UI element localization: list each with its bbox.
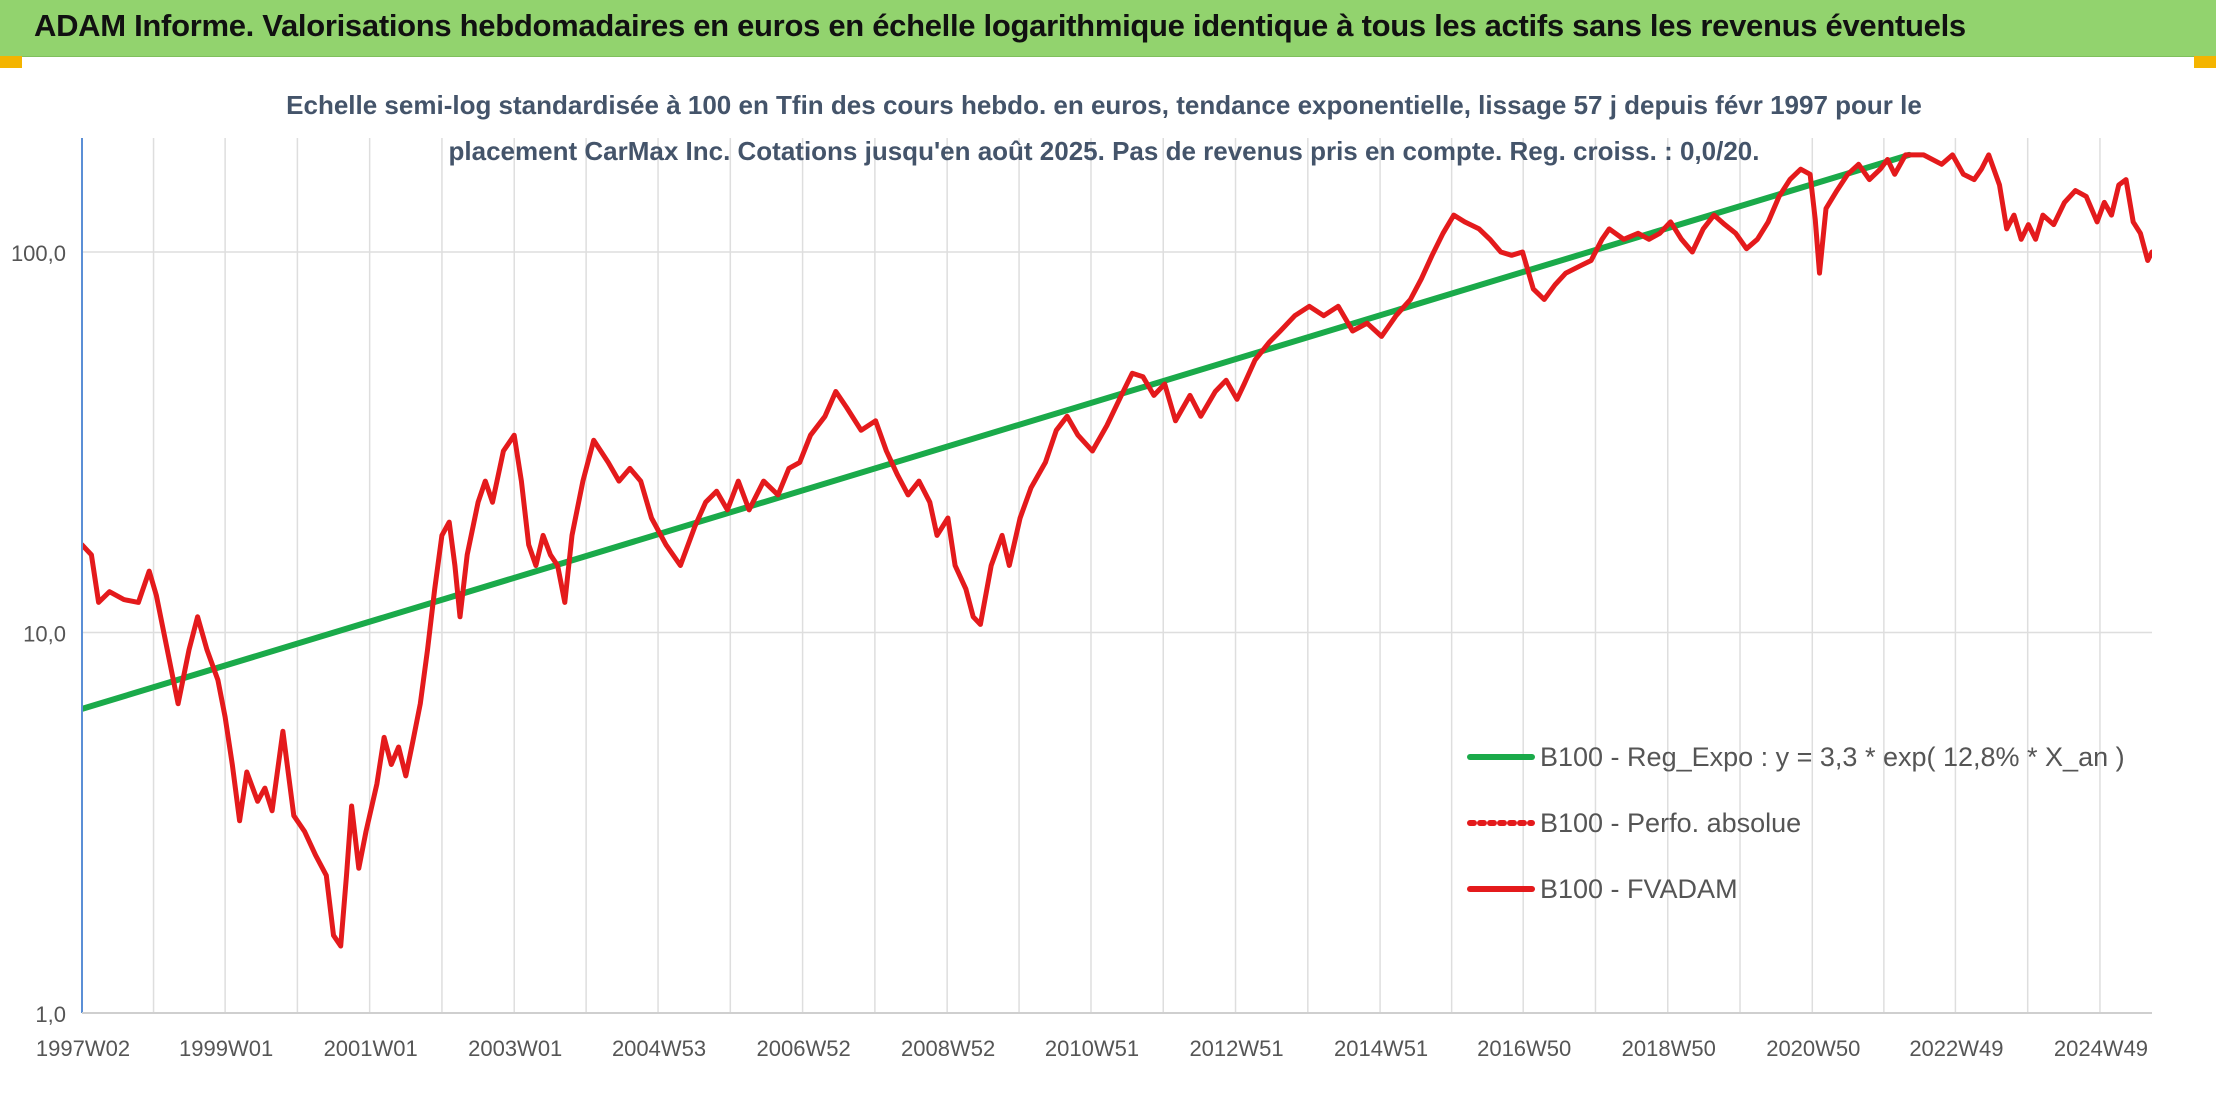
x-tick-label: 2010W51: [1045, 1036, 1139, 1061]
series-line-2: [82, 152, 2152, 949]
x-tick-label: 2008W52: [901, 1036, 995, 1061]
x-tick-label: 2014W51: [1334, 1036, 1428, 1061]
x-tick-label: 2022W49: [1909, 1036, 2003, 1061]
x-tick-label: 1997W02: [36, 1036, 130, 1061]
legend-entry-2: B100 - FVADAM: [1540, 874, 1738, 904]
tick-labels: 1,0 10,0 100,0 1997W02 1999W01 2001W01 2003W01…: [11, 241, 2148, 1061]
corner-marker-left: [0, 56, 22, 68]
x-tick-label: 2001W01: [324, 1036, 418, 1061]
chart-title-line-2: placement CarMax Inc. Cotations jusqu'en…: [449, 136, 1760, 166]
corner-marker-right: [2194, 56, 2216, 68]
chart: Echelle semi-log standardisée à 100 en T…: [11, 90, 2152, 1061]
x-tick-label: 2018W50: [1622, 1036, 1716, 1061]
axes: [81, 138, 2152, 1014]
x-tick-label: 1999W01: [179, 1036, 273, 1061]
page-title: ADAM Informe. Valorisations hebdomadaire…: [34, 8, 1966, 43]
x-tick-label: 2020W50: [1766, 1036, 1860, 1061]
x-tick-label: 2024W49: [2054, 1036, 2148, 1061]
header-banner: ADAM Informe. Valorisations hebdomadaire…: [0, 0, 2216, 57]
x-tick-label: 2003W01: [468, 1036, 562, 1061]
legend-entry-1: B100 - Perfo. absolue: [1540, 808, 1801, 838]
x-tick-label: 2004W53: [612, 1036, 706, 1061]
x-tick-label: 2006W52: [757, 1036, 851, 1061]
series-line-0: [82, 151, 1913, 712]
legend: B100 - Reg_Expo : y = 3,3 * exp( 12,8% *…: [1467, 742, 2125, 904]
gridlines: [82, 138, 2152, 1013]
legend-entry-0: B100 - Reg_Expo : y = 3,3 * exp( 12,8% *…: [1540, 742, 2125, 772]
y-tick-label: 100,0: [11, 241, 66, 266]
chart-title: Echelle semi-log standardisée à 100 en T…: [286, 90, 1922, 166]
chart-title-line-1: Echelle semi-log standardisée à 100 en T…: [286, 90, 1922, 120]
x-tick-label: 2016W50: [1477, 1036, 1571, 1061]
y-tick-label: 10,0: [23, 622, 66, 647]
series-group: [82, 151, 2152, 949]
x-tick-label: 2012W51: [1189, 1036, 1283, 1061]
y-tick-label: 1,0: [35, 1002, 66, 1027]
